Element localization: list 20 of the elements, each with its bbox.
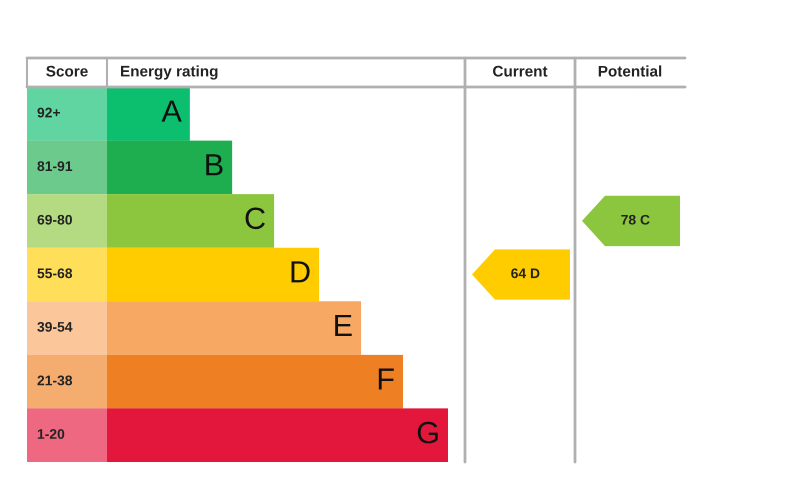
- text: 81-91: [37, 161, 72, 172]
- text: 78 C: [621, 214, 650, 225]
- text: 39-54: [37, 322, 72, 332]
- chart-title: Energy rating: [121, 65, 218, 80]
- y-tick-label: D: [292, 261, 310, 282]
- text: 55-68: [37, 268, 72, 278]
- text: Current: [493, 66, 548, 77]
- y-tick-label: C: [246, 207, 265, 230]
- text: 64 D: [511, 268, 540, 278]
- text: 21-38: [37, 376, 72, 386]
- text: 92+: [37, 108, 60, 118]
- y-axis-title: Score: [46, 66, 88, 77]
- y-tick-label: F: [378, 368, 394, 390]
- text: Potential: [598, 65, 662, 77]
- y-tick-label: E: [335, 314, 352, 336]
- y-tick-label: G: [418, 422, 438, 444]
- y-tick-label: A: [162, 100, 182, 122]
- y-tick-label: B: [206, 154, 223, 176]
- text: 1-20: [38, 429, 64, 439]
- text: 69-80: [38, 214, 72, 225]
